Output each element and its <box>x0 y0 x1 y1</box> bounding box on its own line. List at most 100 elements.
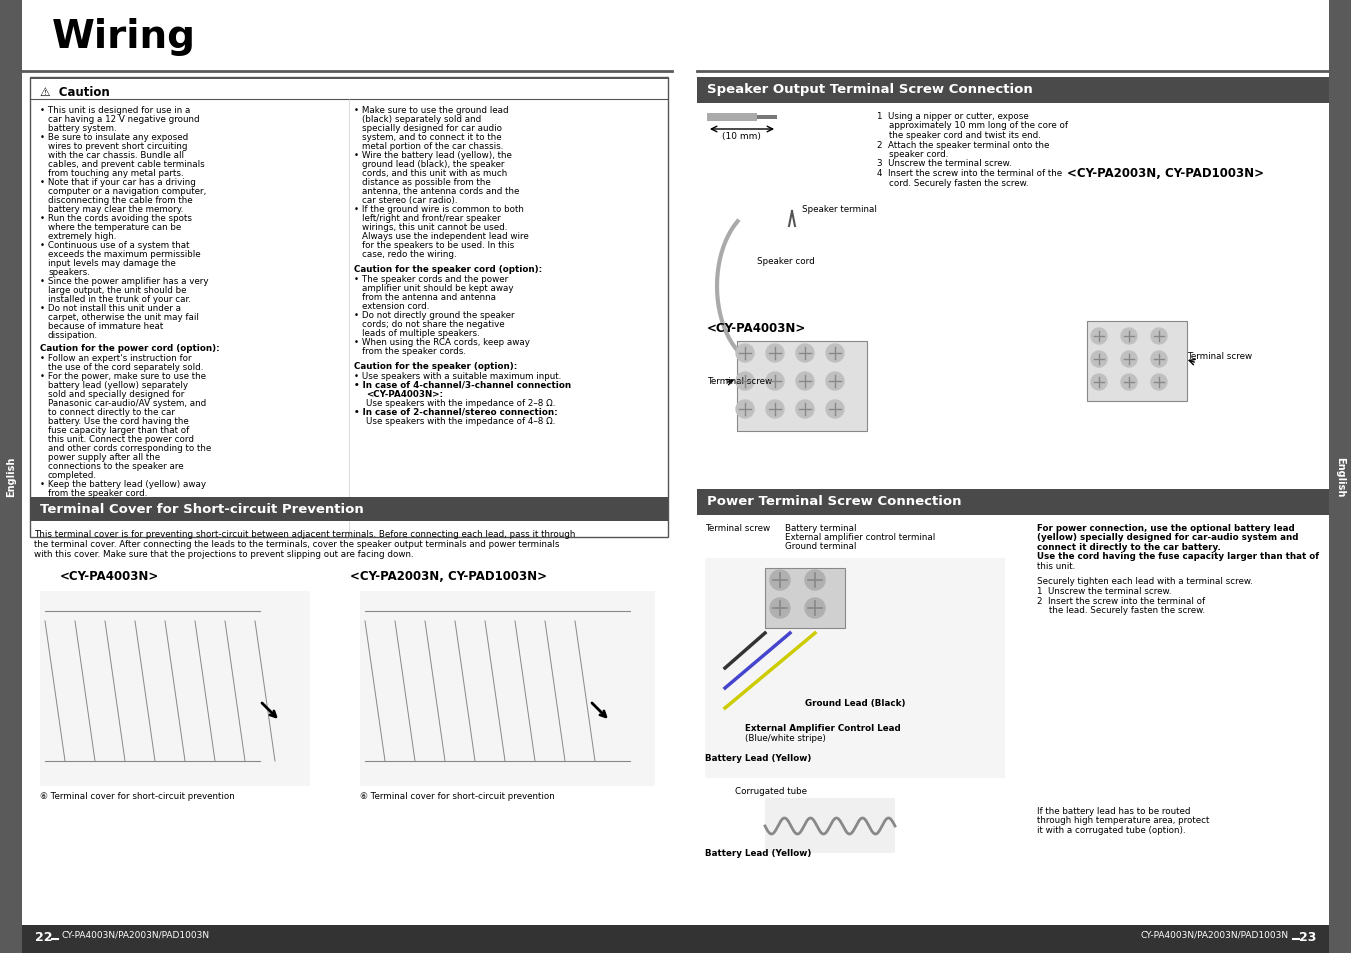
Text: 1  Unscrew the terminal screw.: 1 Unscrew the terminal screw. <box>1038 587 1171 596</box>
Text: Use the cord having the fuse capacity larger than that of: Use the cord having the fuse capacity la… <box>1038 552 1319 561</box>
Text: ⚠  Caution: ⚠ Caution <box>41 86 109 99</box>
Text: ⑥ Terminal cover for short-circuit prevention: ⑥ Terminal cover for short-circuit preve… <box>41 791 235 801</box>
Circle shape <box>766 400 784 418</box>
Text: Battery Lead (Yellow): Battery Lead (Yellow) <box>705 753 812 762</box>
Text: from the antenna and antenna: from the antenna and antenna <box>362 293 496 302</box>
Text: Use speakers with the impedance of 2–8 Ω.: Use speakers with the impedance of 2–8 Ω… <box>366 398 555 408</box>
Bar <box>765 568 844 628</box>
Text: • Run the cords avoiding the spots: • Run the cords avoiding the spots <box>41 213 192 223</box>
Text: wirings, this unit cannot be used.: wirings, this unit cannot be used. <box>362 223 508 232</box>
Text: 2  Attach the speaker terminal onto the: 2 Attach the speaker terminal onto the <box>877 140 1050 150</box>
Text: antenna, the antenna cords and the: antenna, the antenna cords and the <box>362 187 519 195</box>
Text: car stereo (car radio).: car stereo (car radio). <box>362 195 458 205</box>
Text: Battery terminal: Battery terminal <box>785 523 857 533</box>
Text: (Blue/white stripe): (Blue/white stripe) <box>744 733 825 742</box>
Text: installed in the trunk of your car.: installed in the trunk of your car. <box>49 294 190 304</box>
Circle shape <box>1121 329 1138 345</box>
Text: leads of multiple speakers.: leads of multiple speakers. <box>362 329 480 337</box>
Text: (black) separately sold and: (black) separately sold and <box>362 115 481 124</box>
Text: disconnecting the cable from the: disconnecting the cable from the <box>49 195 193 205</box>
Text: amplifier unit should be kept away: amplifier unit should be kept away <box>362 284 513 293</box>
Bar <box>765 799 894 853</box>
Text: specially designed for car audio: specially designed for car audio <box>362 124 503 132</box>
Text: CY-PA4003N/PA2003N/PAD1003N: CY-PA4003N/PA2003N/PAD1003N <box>1140 930 1289 939</box>
Circle shape <box>1092 352 1106 368</box>
Text: cords, and this unit with as much: cords, and this unit with as much <box>362 169 507 178</box>
Text: connections to the speaker are: connections to the speaker are <box>49 461 184 471</box>
Bar <box>22 925 1329 953</box>
Bar <box>707 113 757 122</box>
Text: system, and to connect it to the: system, and to connect it to the <box>362 132 501 142</box>
Text: metal portion of the car chassis.: metal portion of the car chassis. <box>362 142 504 151</box>
Text: and other cords corresponding to the: and other cords corresponding to the <box>49 443 211 453</box>
Circle shape <box>736 345 754 363</box>
Text: 23: 23 <box>1298 930 1316 943</box>
Circle shape <box>796 345 815 363</box>
Text: power supply after all the: power supply after all the <box>49 453 161 461</box>
Circle shape <box>1121 375 1138 391</box>
Text: Terminal Cover for Short-circuit Prevention: Terminal Cover for Short-circuit Prevent… <box>41 502 363 516</box>
Text: Always use the independent lead wire: Always use the independent lead wire <box>362 232 528 241</box>
Text: from the speaker cord.: from the speaker cord. <box>49 489 147 497</box>
Bar <box>30 497 667 521</box>
Text: <CY-PA4003N>: <CY-PA4003N> <box>707 322 807 335</box>
Bar <box>30 78 667 80</box>
Text: 4  Insert the screw into the terminal of the: 4 Insert the screw into the terminal of … <box>877 169 1062 178</box>
Text: Corrugated tube: Corrugated tube <box>735 786 807 795</box>
Text: for the speakers to be used. In this: for the speakers to be used. In this <box>362 241 515 250</box>
Text: Speaker terminal: Speaker terminal <box>802 205 877 213</box>
Text: battery lead (yellow) separately: battery lead (yellow) separately <box>49 380 188 390</box>
Text: Ground terminal: Ground terminal <box>785 541 857 551</box>
Text: dissipation.: dissipation. <box>49 331 99 339</box>
Bar <box>30 78 667 537</box>
Text: ground lead (black), the speaker: ground lead (black), the speaker <box>362 160 504 169</box>
Circle shape <box>736 400 754 418</box>
Text: from the speaker cords.: from the speaker cords. <box>362 347 466 355</box>
Text: 1  Using a nipper or cutter, expose: 1 Using a nipper or cutter, expose <box>877 112 1028 121</box>
Text: English: English <box>5 456 16 497</box>
Text: large output, the unit should be: large output, the unit should be <box>49 286 186 294</box>
Text: <CY-PA4003N>: <CY-PA4003N> <box>59 569 159 582</box>
Circle shape <box>1151 375 1167 391</box>
Bar <box>1088 322 1188 401</box>
Text: the lead. Securely fasten the screw.: the lead. Securely fasten the screw. <box>1048 606 1205 615</box>
Text: computer or a navigation computer,: computer or a navigation computer, <box>49 187 207 195</box>
Text: 3  Unscrew the terminal screw.: 3 Unscrew the terminal screw. <box>877 159 1012 169</box>
Circle shape <box>736 373 754 391</box>
Circle shape <box>1151 352 1167 368</box>
Text: • Continuous use of a system that: • Continuous use of a system that <box>41 241 189 250</box>
Text: from touching any metal parts.: from touching any metal parts. <box>49 169 184 178</box>
Text: CY-PA4003N/PA2003N/PAD1003N: CY-PA4003N/PA2003N/PAD1003N <box>62 930 211 939</box>
Text: Ground Lead (Black): Ground Lead (Black) <box>805 699 905 707</box>
Text: cord. Securely fasten the screw.: cord. Securely fasten the screw. <box>889 178 1028 188</box>
Circle shape <box>825 400 844 418</box>
Text: car having a 12 V negative ground: car having a 12 V negative ground <box>49 115 200 124</box>
Bar <box>697 490 1329 516</box>
Text: • In case of 2-channel/stereo connection:: • In case of 2-channel/stereo connection… <box>354 408 558 416</box>
Text: speaker cord.: speaker cord. <box>889 150 948 159</box>
Circle shape <box>770 598 790 618</box>
Bar <box>1329 0 1351 953</box>
Text: <CY-PA2003N, CY-PAD1003N>: <CY-PA2003N, CY-PAD1003N> <box>350 569 547 582</box>
Text: the terminal cover. After connecting the leads to the terminals, cover the speak: the terminal cover. After connecting the… <box>34 539 559 548</box>
Text: speakers.: speakers. <box>49 268 91 276</box>
Text: This terminal cover is for preventing short-circuit between adjacent terminals. : This terminal cover is for preventing sh… <box>34 530 576 538</box>
Text: Speaker Output Terminal Screw Connection: Speaker Output Terminal Screw Connection <box>707 83 1032 96</box>
Circle shape <box>796 400 815 418</box>
Text: ⑥ Terminal cover for short-circuit prevention: ⑥ Terminal cover for short-circuit preve… <box>359 791 555 801</box>
Text: • For the power, make sure to use the: • For the power, make sure to use the <box>41 372 205 380</box>
Text: • The speaker cords and the power: • The speaker cords and the power <box>354 274 508 284</box>
Text: cords; do not share the negative: cords; do not share the negative <box>362 319 505 329</box>
Circle shape <box>1092 329 1106 345</box>
Bar <box>705 558 1005 779</box>
Text: Panasonic car-audio/AV system, and: Panasonic car-audio/AV system, and <box>49 398 207 408</box>
Text: distance as possible from the: distance as possible from the <box>362 178 490 187</box>
Circle shape <box>766 345 784 363</box>
Circle shape <box>1092 375 1106 391</box>
Text: Terminal screw: Terminal screw <box>705 523 770 533</box>
Text: • Do not install this unit under a: • Do not install this unit under a <box>41 304 181 313</box>
Text: Battery Lead (Yellow): Battery Lead (Yellow) <box>705 848 812 857</box>
Bar <box>738 341 867 432</box>
Text: battery system.: battery system. <box>49 124 116 132</box>
Text: it with a corrugated tube (option).: it with a corrugated tube (option). <box>1038 825 1186 834</box>
